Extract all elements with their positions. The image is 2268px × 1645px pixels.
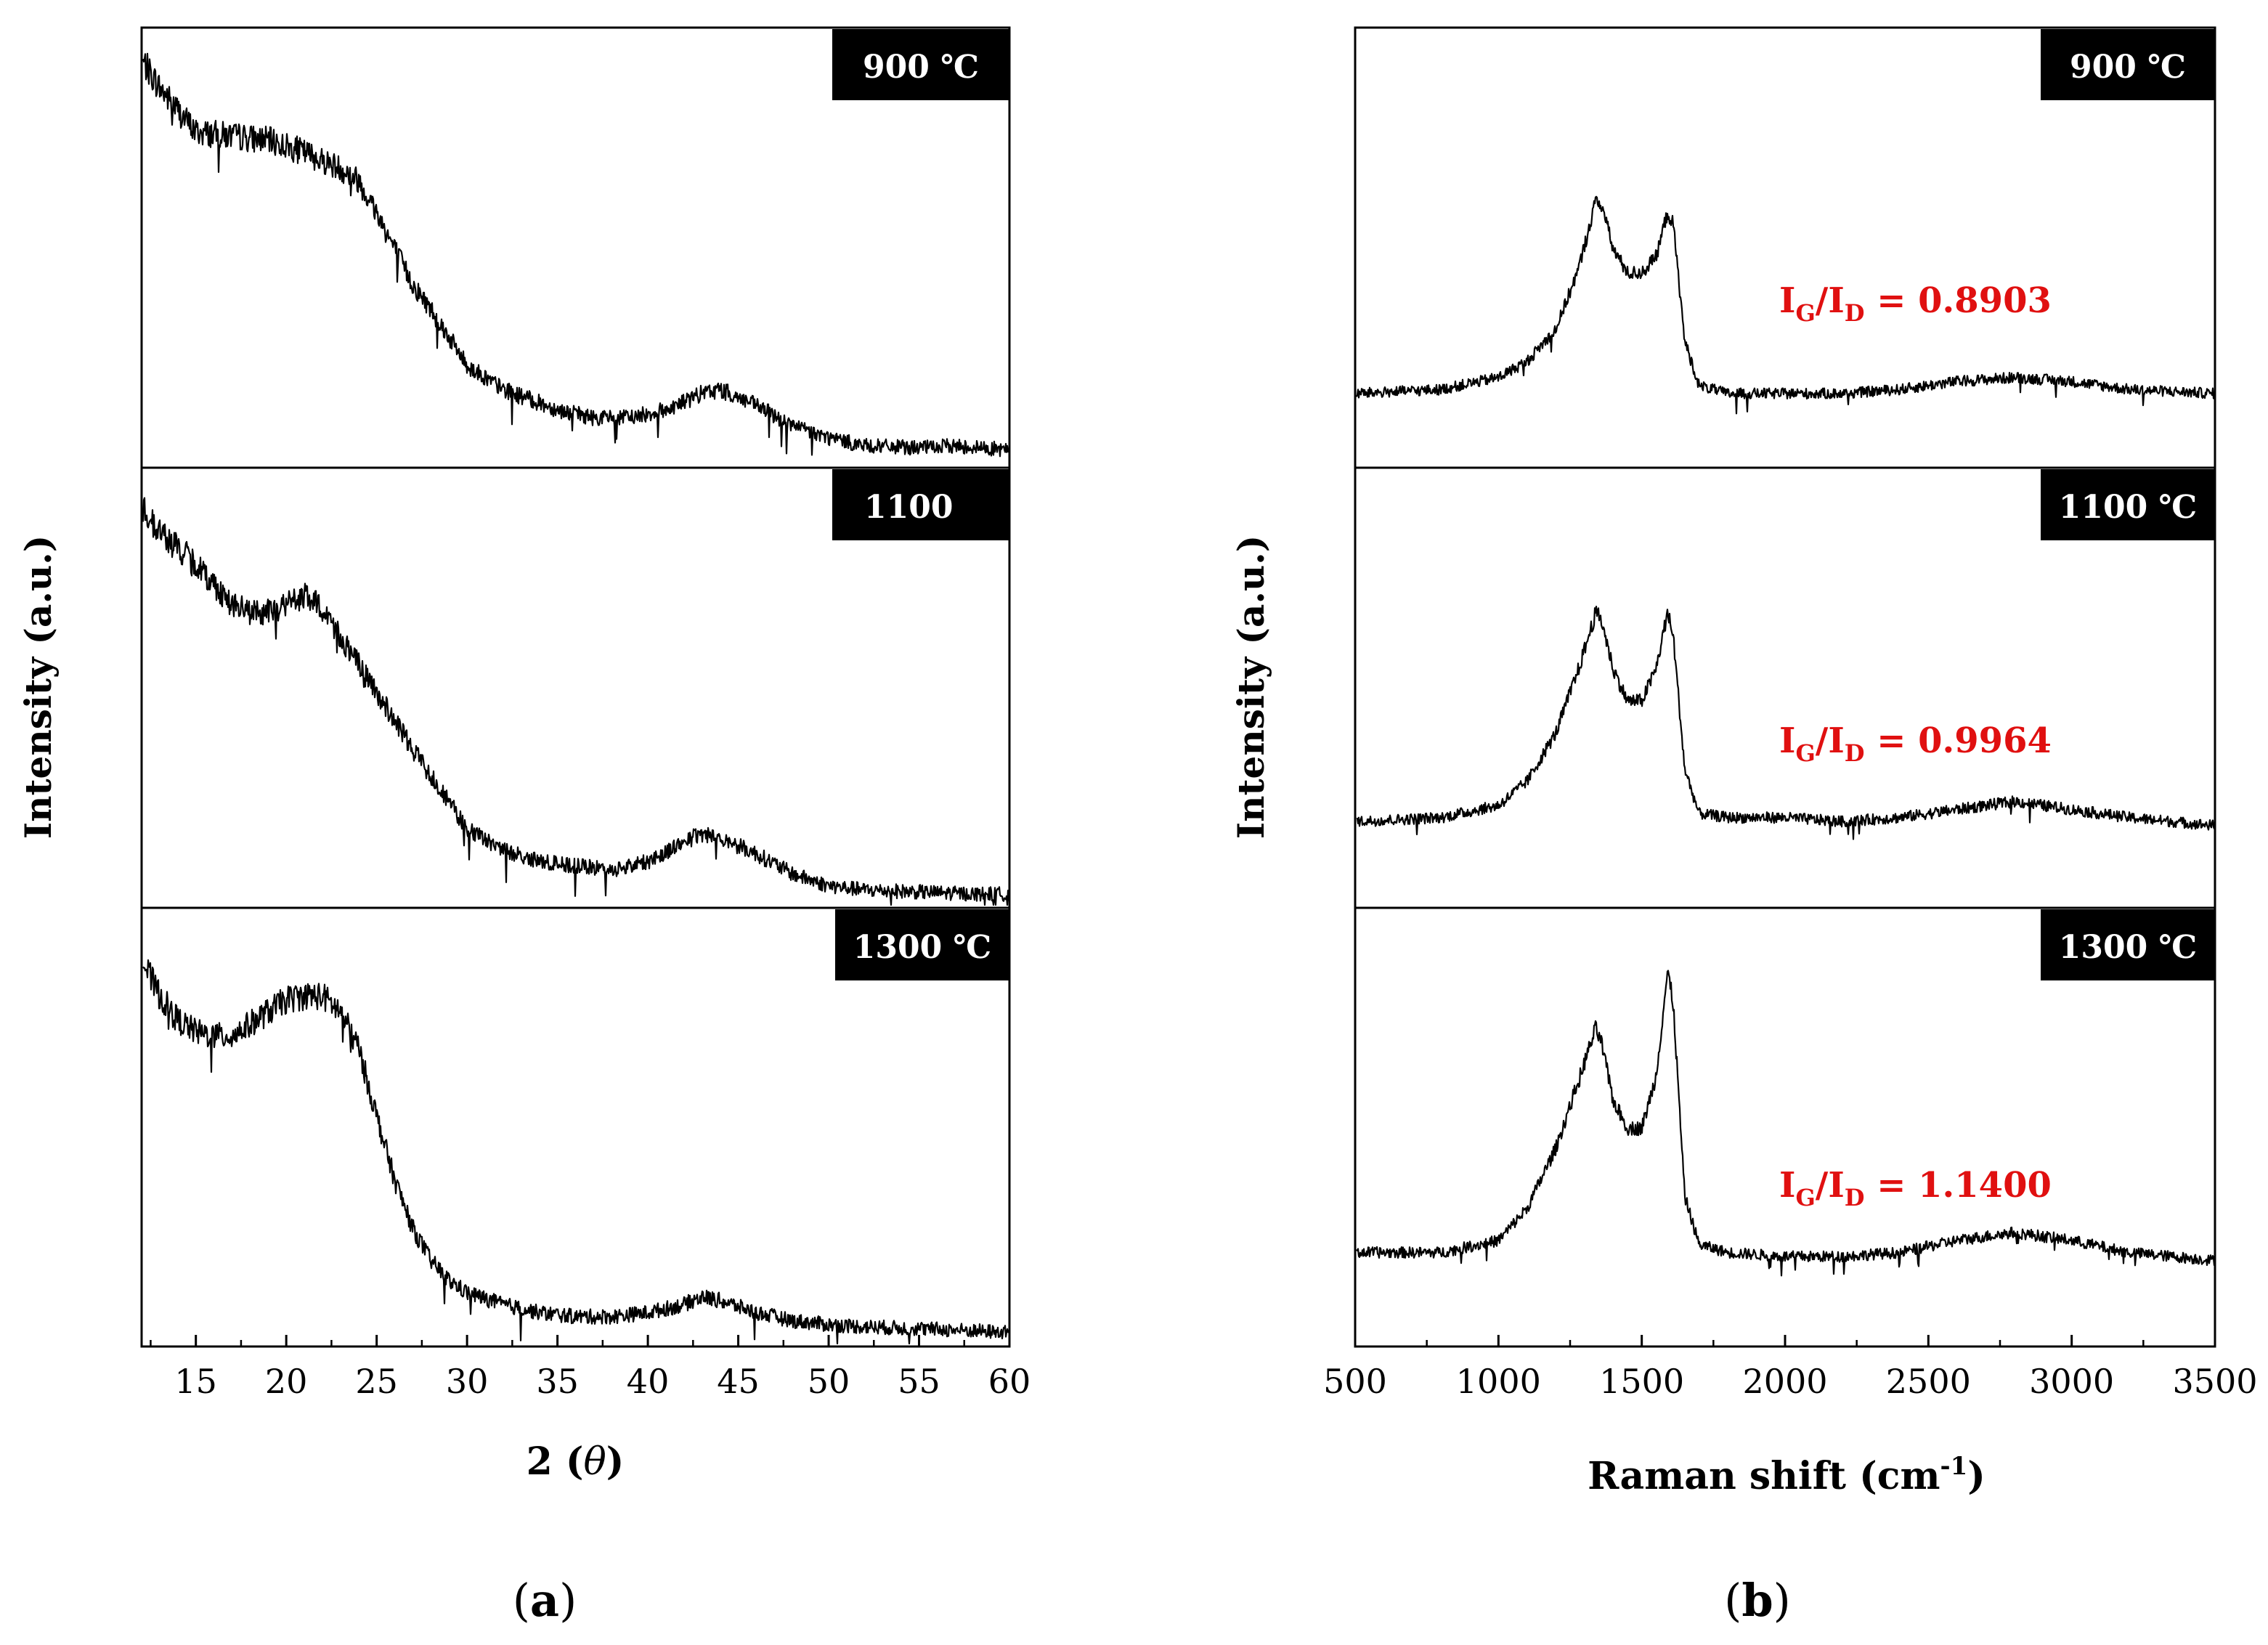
panel-a-x-axis: 15 20 25 30 35 40 45 50 55 60 xyxy=(150,1335,1031,1401)
x-tick-label: 3500 xyxy=(2172,1362,2257,1401)
panel-b-raman: 900 ℃ 1100 ℃ 1300 ℃ IG/ID = 0.8903 IG/ID… xyxy=(1229,26,2258,1627)
panel-b-ratio-1300: IG/ID = 1.1400 xyxy=(1779,1165,2052,1211)
panel-a-series-1 xyxy=(142,52,1009,458)
panel-b-tag-900 xyxy=(2041,29,2215,100)
x-tick-label: 25 xyxy=(355,1362,398,1401)
panel-b-series-1 xyxy=(1355,195,2215,415)
panel-b-tag-1100-label: 1100 ℃ xyxy=(2059,489,2198,526)
panel-b-tag-1300 xyxy=(2041,909,2215,980)
panel-a-series-3 xyxy=(142,959,1009,1345)
panel-b-traces xyxy=(1355,195,2216,1277)
panel-a-series-2 xyxy=(142,497,1010,906)
panel-b-ratio-1100: IG/ID = 0.9964 xyxy=(1779,720,2052,767)
panel-a-y-axis-label: Intensity (a.u.) xyxy=(17,535,60,840)
panel-a-traces xyxy=(142,52,1010,1345)
panel-a-tag-900 xyxy=(832,29,1009,100)
panel-a-x-axis-label: 2 (θ) xyxy=(527,1439,625,1484)
x-tick-label: 2000 xyxy=(1742,1362,1827,1401)
x-tick-label: 2500 xyxy=(1886,1362,1971,1401)
panel-a-tag-1300 xyxy=(835,909,1009,980)
panel-b-tag-1100 xyxy=(2041,469,2215,540)
panel-a-xrd: 900 ℃ 1100 1300 ℃ 15 20 25 30 35 40 45 50 55 60 I… xyxy=(17,26,1031,1627)
panel-a-tag-1300-label: 1300 ℃ xyxy=(853,929,992,966)
panel-b-tag-900-label: 900 ℃ xyxy=(2070,49,2186,86)
panel-b-series-3 xyxy=(1356,970,2216,1277)
panel-b-caption: (b) xyxy=(1724,1574,1791,1627)
panel-a-tag-900-label: 900 ℃ xyxy=(863,49,979,86)
x-tick-label: 1500 xyxy=(1599,1362,1684,1401)
panel-a-caption: (a) xyxy=(513,1574,577,1627)
panel-b-ratio-900: IG/ID = 0.8903 xyxy=(1779,280,2052,327)
x-tick-label: 55 xyxy=(898,1362,940,1401)
x-tick-label: 40 xyxy=(627,1362,670,1401)
x-tick-label: 3000 xyxy=(2029,1362,2114,1401)
panel-a-tag-1100 xyxy=(832,469,1009,540)
panel-b-tag-1300-label: 1300 ℃ xyxy=(2059,929,2198,966)
x-tick-label: 30 xyxy=(446,1362,489,1401)
panel-b-series-2 xyxy=(1356,606,2216,840)
x-tick-label: 1000 xyxy=(1456,1362,1541,1401)
x-tick-label: 15 xyxy=(174,1362,217,1401)
x-tick-label: 45 xyxy=(717,1362,760,1401)
x-tick-label: 35 xyxy=(536,1362,579,1401)
x-tick-label: 60 xyxy=(988,1362,1031,1401)
panel-b-y-axis-label: Intensity (a.u.) xyxy=(1229,535,1272,840)
x-tick-label: 50 xyxy=(808,1362,850,1401)
panel-a-tag-1100-label: 1100 xyxy=(864,489,953,526)
panel-a-frame xyxy=(140,26,1011,1348)
x-tick-label: 20 xyxy=(265,1362,308,1401)
x-tick-label: 500 xyxy=(1323,1362,1387,1401)
panel-b-x-axis: 500 1000 1500 2000 2500 3000 3500 xyxy=(1323,1335,2258,1401)
panel-b-x-axis-label: Raman shift (cm-1) xyxy=(1588,1452,1985,1498)
